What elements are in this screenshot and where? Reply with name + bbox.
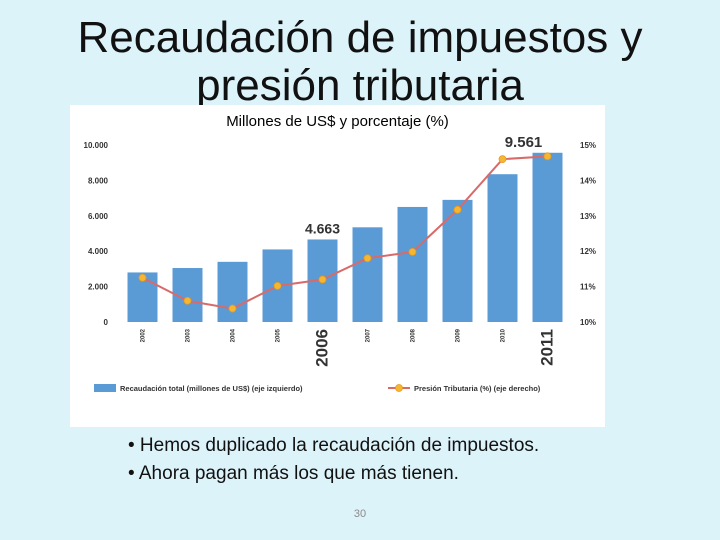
bar-2011 [532, 152, 563, 322]
y-right-tick-label: 14% [580, 176, 596, 185]
x-tick-label-2009: 2009 [456, 328, 462, 342]
chart-panel: 0 2.000 4.000 6.000 8.000 10.000 10% 11% 12% 13% 1… [70, 105, 605, 427]
point-2006 [318, 275, 327, 284]
bar-2008 [397, 206, 428, 322]
y-right-tick-label: 10% [580, 318, 596, 327]
x-tick-label-2006: 2006 [313, 329, 332, 367]
x-tick-label-2008: 2008 [411, 328, 417, 342]
slide-title: Recaudación de impuestos y presión tribu… [77, 14, 643, 110]
page-number: 30 [353, 508, 367, 520]
data-label-2011: 9.561 [505, 134, 543, 151]
data-label-2006: 4.663 [305, 220, 340, 236]
y-right-tick-label: 15% [580, 141, 596, 150]
point-2002 [138, 273, 147, 282]
x-tick-label-2010: 2010 [501, 328, 507, 342]
bullet-item-progressive: • Ahora pagan más los que más tienen. [128, 463, 459, 484]
point-2003 [183, 296, 192, 305]
y-left-tick-label: 4.000 [88, 247, 109, 256]
point-2007 [363, 254, 372, 263]
x-tick-label-2003: 2003 [186, 328, 192, 342]
legend-label-presion: Presión Tributaria (%) (eje derecho) [414, 384, 541, 393]
y-right-tick-label: 12% [580, 247, 596, 256]
legend-label-recaudacion: Recaudación total (millones de US$) (eje… [120, 384, 303, 393]
legend-marker-presion [395, 384, 403, 392]
legend-swatch-recaudacion [94, 384, 116, 392]
line-presion-tributaria [142, 155, 548, 310]
y-left-tick-label: 2.000 [88, 283, 109, 292]
bar-2004 [217, 261, 248, 322]
combo-chart: 0 2.000 4.000 6.000 8.000 10.000 10% 11% 12% 13% 1… [84, 134, 596, 393]
bullet-item-taxes-doubled: • Hemos duplicado la recaudación de impu… [128, 435, 540, 456]
bar-2010 [487, 174, 518, 322]
bullet-list: • Hemos duplicado la recaudación de impu… [128, 432, 688, 488]
point-2005 [273, 281, 282, 290]
point-2011 [543, 152, 552, 161]
x-tick-label-2005: 2005 [276, 328, 282, 342]
point-2004 [228, 304, 237, 313]
y-right-tick-label: 13% [580, 212, 596, 221]
x-tick-label-2002: 2002 [141, 328, 147, 342]
point-2008 [408, 248, 417, 256]
y-left-tick-label: 6.000 [88, 212, 109, 221]
x-tick-label-2007: 2007 [366, 328, 372, 342]
bar-2007 [352, 227, 383, 322]
x-tick-label-2011: 2011 [538, 329, 557, 366]
point-2010 [498, 155, 507, 164]
point-2009 [453, 205, 462, 214]
chart-subtitle: Millones de US$ y porcentaje (%) [226, 113, 449, 130]
y-right-tick-label: 11% [580, 283, 596, 292]
y-left-tick-label: 8.000 [88, 176, 109, 185]
y-left-tick-label: 10.000 [84, 141, 109, 150]
bar-2009 [442, 199, 473, 322]
y-left-tick-label: 0 [104, 318, 109, 327]
x-tick-label-2004: 2004 [231, 328, 237, 342]
